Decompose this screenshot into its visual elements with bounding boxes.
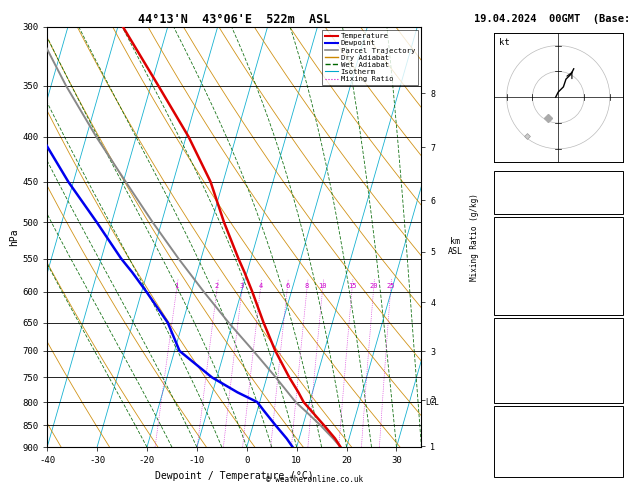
Text: 6: 6 — [285, 283, 289, 289]
Text: 0: 0 — [615, 289, 620, 298]
Text: CIN (J): CIN (J) — [496, 303, 533, 312]
Text: -19: -19 — [604, 423, 620, 432]
Text: Dewp (°C): Dewp (°C) — [496, 248, 543, 257]
Text: Most Unstable: Most Unstable — [524, 322, 593, 331]
Text: 8: 8 — [305, 283, 309, 289]
Text: CAPE (J): CAPE (J) — [496, 289, 538, 298]
Y-axis label: hPa: hPa — [9, 228, 19, 246]
Text: © weatheronline.co.uk: © weatheronline.co.uk — [266, 474, 363, 484]
Title: 44°13'N  43°06'E  522m  ASL: 44°13'N 43°06'E 522m ASL — [138, 13, 330, 26]
Text: 323: 323 — [604, 349, 620, 358]
Text: 0: 0 — [615, 303, 620, 312]
Text: LCL: LCL — [425, 398, 439, 407]
Text: StmSpd (kt): StmSpd (kt) — [496, 464, 554, 473]
Text: -0: -0 — [610, 363, 620, 372]
Text: 25: 25 — [610, 174, 620, 183]
Text: 1: 1 — [175, 283, 179, 289]
Text: Temp (°C): Temp (°C) — [496, 235, 543, 243]
Text: 4: 4 — [259, 283, 262, 289]
Text: Hodograph: Hodograph — [535, 410, 582, 418]
Text: θₑ (K): θₑ (K) — [496, 349, 528, 358]
Text: 25: 25 — [386, 283, 395, 289]
Text: 10: 10 — [318, 283, 327, 289]
Text: kt: kt — [499, 38, 509, 47]
X-axis label: Dewpoint / Temperature (°C): Dewpoint / Temperature (°C) — [155, 471, 314, 481]
Y-axis label: km
ASL: km ASL — [447, 237, 462, 256]
Text: CIN (J): CIN (J) — [496, 390, 533, 399]
Text: SREH: SREH — [496, 437, 517, 446]
Text: Lifted Index: Lifted Index — [496, 276, 559, 284]
Text: Pressure (mb): Pressure (mb) — [496, 336, 565, 345]
Text: Mixing Ratio (g/kg): Mixing Ratio (g/kg) — [470, 193, 479, 281]
Text: 319: 319 — [604, 262, 620, 271]
Text: 1.68: 1.68 — [599, 202, 620, 210]
Text: 20: 20 — [369, 283, 378, 289]
Text: StmDir: StmDir — [496, 451, 528, 459]
Text: 43: 43 — [610, 390, 620, 399]
Text: 9.2: 9.2 — [604, 248, 620, 257]
Text: 3: 3 — [240, 283, 244, 289]
Text: 2: 2 — [615, 276, 620, 284]
Text: PW (cm): PW (cm) — [496, 202, 533, 210]
Text: 50: 50 — [610, 188, 620, 197]
Text: 118: 118 — [604, 377, 620, 385]
Text: θₑ(K): θₑ(K) — [496, 262, 523, 271]
Text: Lifted Index: Lifted Index — [496, 363, 559, 372]
Text: K: K — [496, 174, 501, 183]
Text: 800: 800 — [604, 336, 620, 345]
Text: EH: EH — [496, 423, 507, 432]
Text: Surface: Surface — [540, 221, 577, 230]
Text: 250°: 250° — [599, 451, 620, 459]
Text: 9: 9 — [615, 437, 620, 446]
Legend: Temperature, Dewpoint, Parcel Trajectory, Dry Adiabat, Wet Adiabat, Isotherm, Mi: Temperature, Dewpoint, Parcel Trajectory… — [322, 30, 418, 85]
Text: Totals Totals: Totals Totals — [496, 188, 565, 197]
Text: 15: 15 — [348, 283, 356, 289]
Text: 19.04.2024  00GMT  (Base: 12): 19.04.2024 00GMT (Base: 12) — [474, 14, 629, 24]
Text: 8: 8 — [615, 464, 620, 473]
Text: CAPE (J): CAPE (J) — [496, 377, 538, 385]
Text: 2: 2 — [215, 283, 219, 289]
Text: 18.8: 18.8 — [599, 235, 620, 243]
